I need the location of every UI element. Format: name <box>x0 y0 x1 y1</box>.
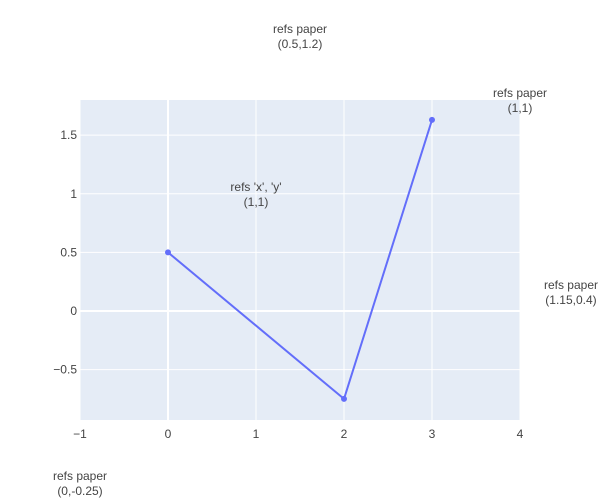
x-tick-label: 3 <box>429 427 436 441</box>
y-gridlines <box>80 134 520 371</box>
annotation-line-2: (1.15,0.4) <box>545 293 596 307</box>
annotation-paper-bottom: refs paper(0,-0.25) <box>53 469 107 498</box>
plot-area <box>80 100 520 420</box>
y-axis-ticks: −0.5 0 0.5 1 1.5 <box>53 128 77 376</box>
annotation-line-2: (1,1) <box>244 195 269 209</box>
annotation-line-2: (1,1) <box>508 101 533 115</box>
annotation-line-1: refs paper <box>273 22 327 36</box>
annotation-line-2: (0.5,1.2) <box>278 37 323 51</box>
series-layer <box>165 116 435 402</box>
annotation-line-1: refs paper <box>53 469 107 483</box>
annotations: refs paper(0.5,1.2)refs paper(1,1)refs '… <box>53 22 598 498</box>
x-tick-label: 4 <box>517 427 524 441</box>
y-tick-label: 0.5 <box>60 245 77 259</box>
data-point <box>165 249 171 256</box>
y-tick-label: −0.5 <box>53 363 77 377</box>
x-tick-label: 1 <box>253 427 260 441</box>
data-point <box>429 116 435 123</box>
y-tick-label: 1.5 <box>60 128 77 142</box>
y-tick-label: 0 <box>70 304 77 318</box>
annotation-line-1: refs paper <box>493 86 547 100</box>
data-point <box>341 395 347 402</box>
annotation-line-1: refs paper <box>544 278 598 292</box>
x-gridlines <box>79 100 521 420</box>
y-tick-label: 1 <box>70 187 77 201</box>
x-axis-ticks: −1 0 1 2 3 4 <box>73 427 524 441</box>
annotation-line-2: (0,-0.25) <box>57 484 102 498</box>
x-tick-label: 0 <box>165 427 172 441</box>
annotation-paper-right: refs paper(1.15,0.4) <box>544 278 598 307</box>
x-tick-label: −1 <box>73 427 87 441</box>
annotation-paper-top: refs paper(0.5,1.2) <box>273 22 327 51</box>
x-tick-label: 2 <box>341 427 348 441</box>
annotation-paper-11: refs paper(1,1) <box>493 86 547 115</box>
annotation-data-11: refs 'x', 'y'(1,1) <box>230 180 281 209</box>
annotation-line-1: refs 'x', 'y' <box>230 180 281 194</box>
